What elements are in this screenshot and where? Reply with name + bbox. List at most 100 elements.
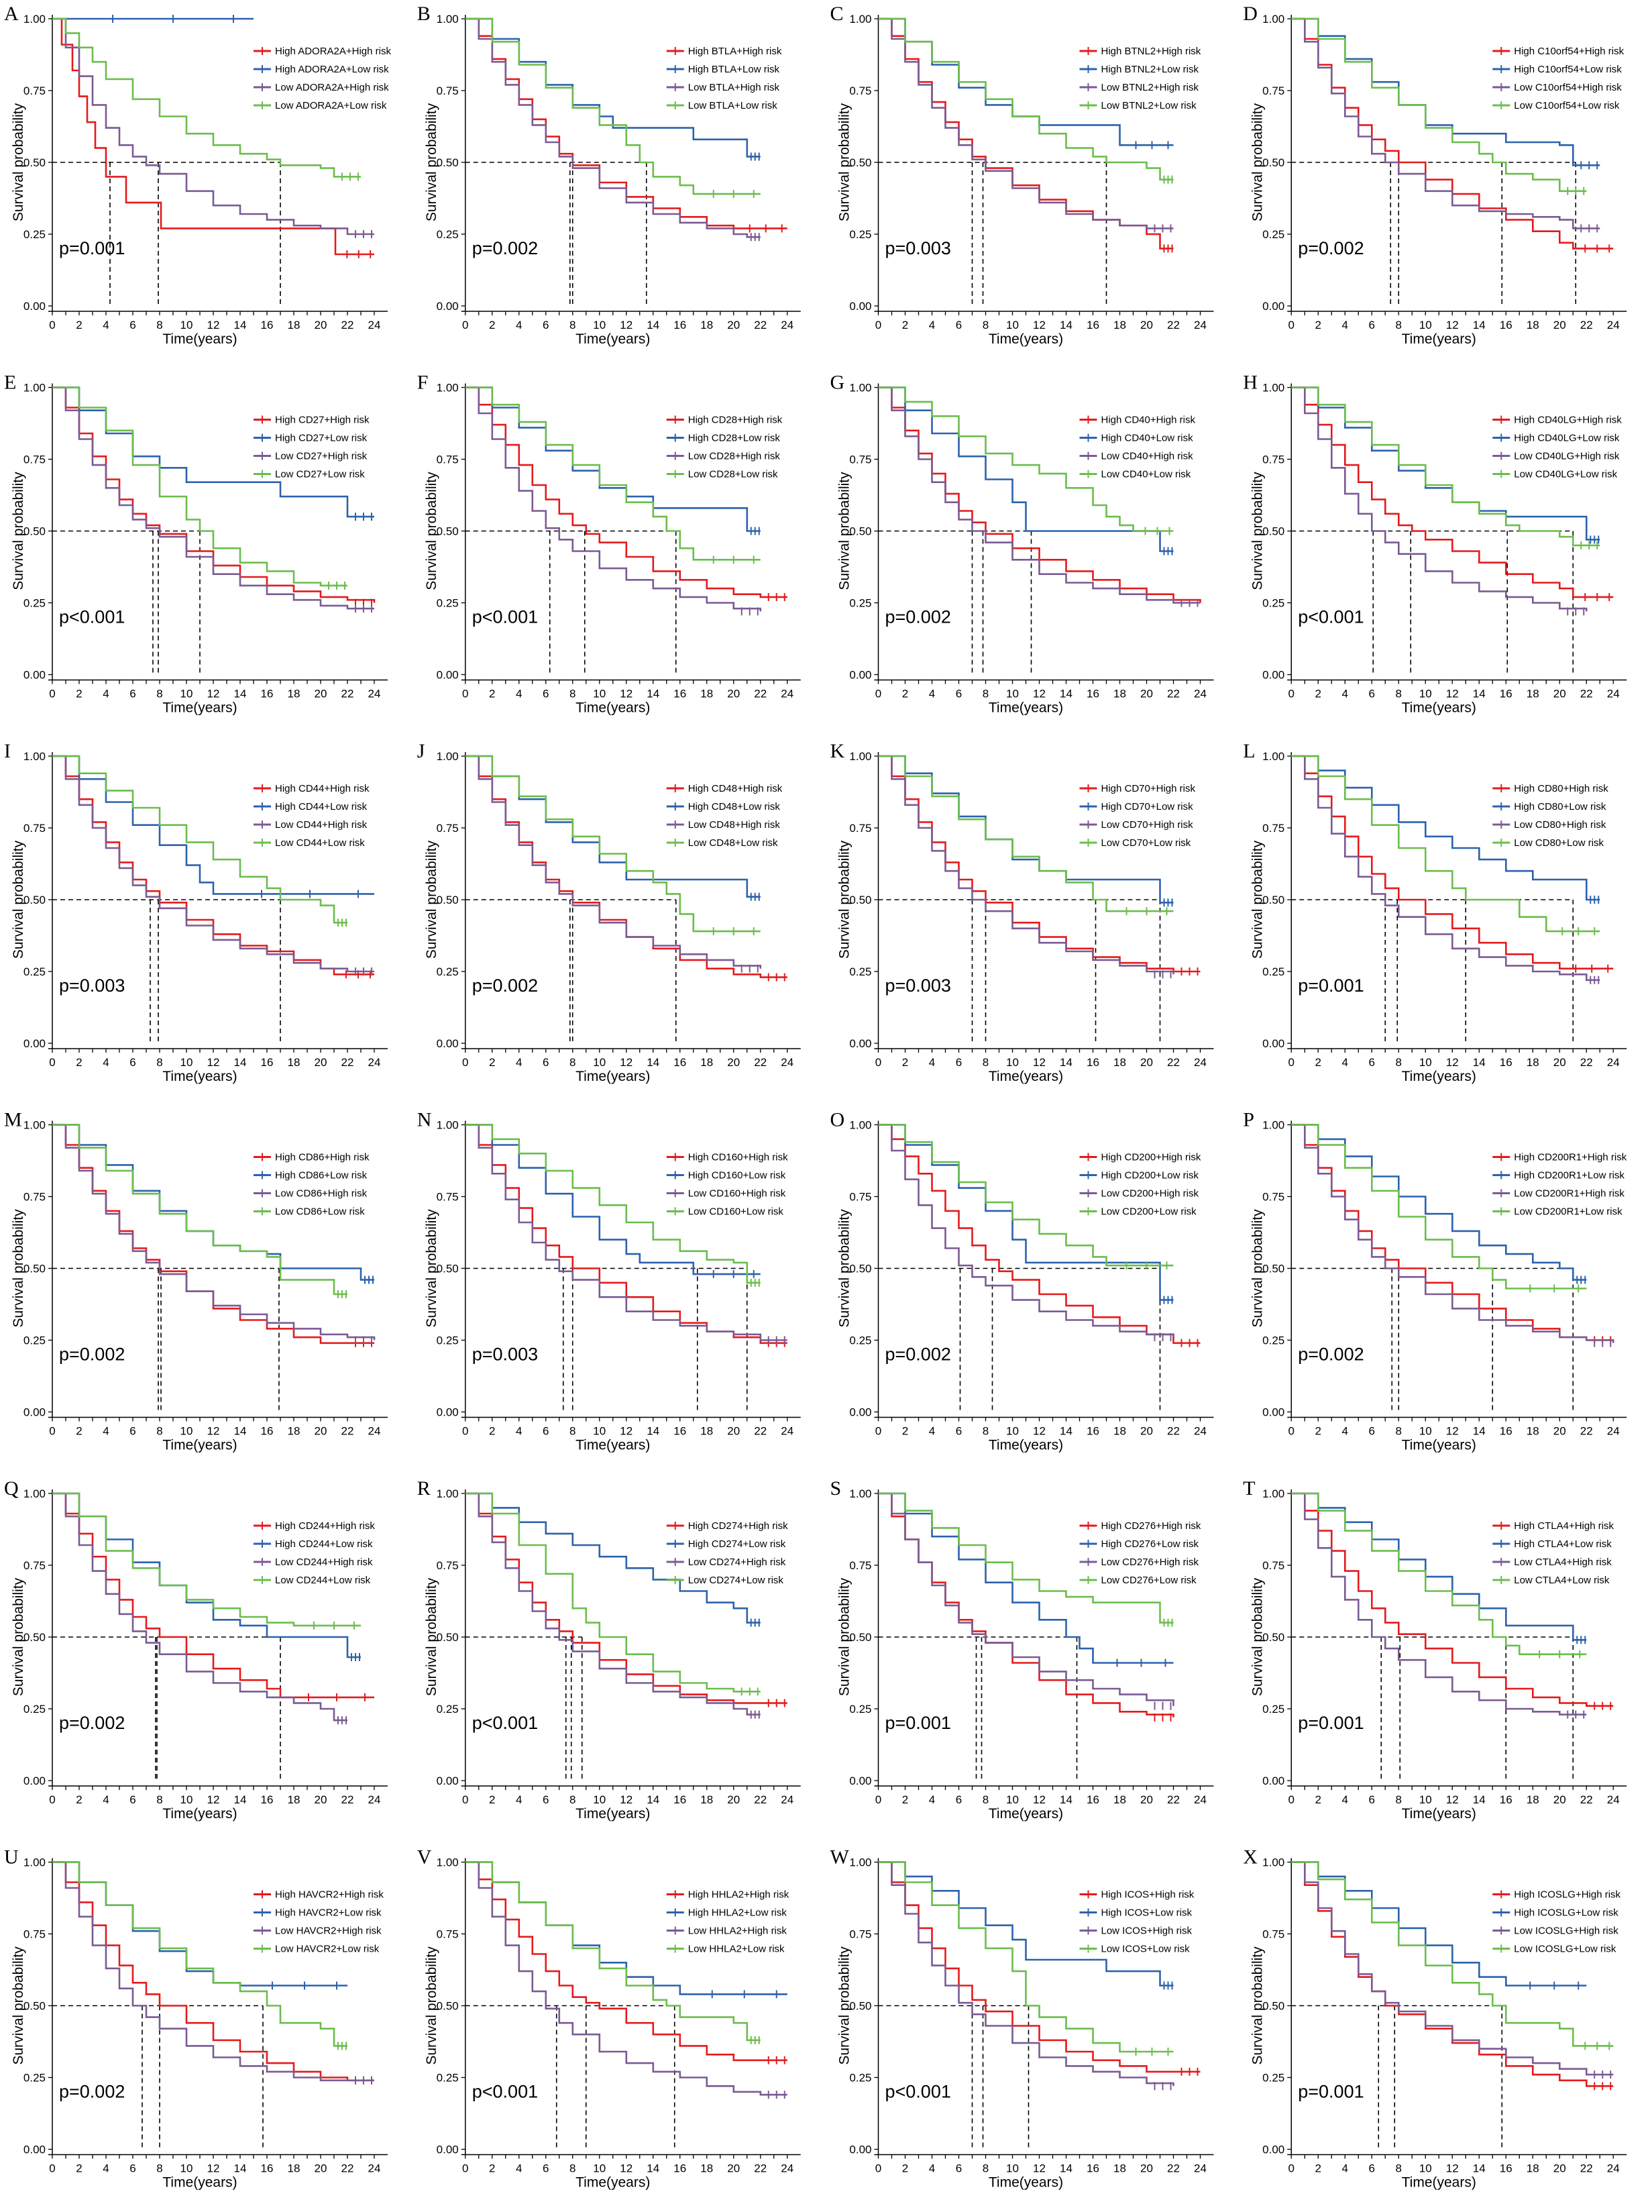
km-curve-series-4	[52, 386, 347, 587]
km-curve-series-4	[1291, 1124, 1587, 1289]
legend-label: Low CD27+Low risk	[275, 469, 365, 480]
km-curve-series-4	[52, 1861, 347, 2047]
x-tick-label: 0	[462, 2162, 468, 2175]
panel-letter: E	[4, 372, 16, 394]
x-tick-label: 10	[593, 688, 606, 700]
legend-label: Low CD274+High risk	[688, 1557, 786, 1568]
km-curve-series-4	[465, 755, 761, 933]
x-tick-label: 6	[1369, 1425, 1375, 1438]
km-curve-series-3	[1291, 1124, 1614, 1343]
x-tick-label: 4	[516, 688, 522, 700]
x-tick-label: 12	[207, 2162, 220, 2175]
x-tick-label: 22	[1167, 1056, 1180, 1069]
y-tick-label: 0.75	[849, 85, 871, 97]
p-value: p<0.001	[1298, 607, 1364, 627]
legend-label: High BTNL2+Low risk	[1101, 64, 1199, 75]
x-tick-label: 20	[315, 1056, 327, 1069]
y-tick-label: 0.50	[1262, 525, 1284, 538]
x-tick-label: 0	[875, 1793, 881, 1806]
y-tick-label: 0.25	[1262, 1334, 1284, 1347]
legend-label: Low ICOS+Low risk	[1101, 1944, 1191, 1955]
y-tick-label: 0.25	[849, 1703, 871, 1716]
x-axis-title: Time(years)	[1402, 1438, 1476, 1453]
x-axis-title: Time(years)	[989, 700, 1063, 716]
x-tick-label: 12	[207, 1056, 220, 1069]
x-tick-label: 2	[76, 1425, 82, 1438]
x-tick-label: 8	[983, 1056, 989, 1069]
x-tick-label: 14	[234, 2162, 247, 2175]
x-tick-label: 18	[700, 2162, 713, 2175]
x-tick-label: 6	[956, 1793, 962, 1806]
legend-label: High CD27+Low risk	[275, 433, 368, 444]
km-curve-series-4	[878, 17, 1174, 180]
p-value: p=0.001	[1298, 976, 1364, 996]
p-value: p=0.003	[885, 238, 951, 258]
x-tick-label: 2	[489, 2162, 495, 2175]
p-value: p=0.002	[59, 2081, 125, 2101]
x-tick-label: 22	[754, 1425, 767, 1438]
x-tick-label: 14	[1060, 2162, 1072, 2175]
legend-label: High ICOS+Low risk	[1101, 1907, 1193, 1919]
x-tick-label: 20	[727, 2162, 740, 2175]
x-tick-label: 18	[1527, 319, 1539, 331]
x-tick-label: 24	[1607, 1425, 1620, 1438]
x-tick-label: 4	[103, 319, 109, 331]
y-tick-label: 0.00	[23, 1775, 46, 1787]
legend-label: Low CD40+Low risk	[1101, 469, 1191, 480]
p-value: p=0.003	[472, 1344, 538, 1364]
x-tick-label: 16	[1500, 1793, 1512, 1806]
x-tick-label: 20	[727, 319, 740, 331]
x-tick-label: 20	[315, 319, 327, 331]
y-tick-label: 0.00	[437, 2144, 459, 2156]
y-tick-label: 1.00	[23, 382, 46, 394]
x-tick-label: 22	[754, 319, 767, 331]
y-axis-title: Survival probability	[11, 1209, 26, 1328]
x-tick-label: 6	[543, 688, 549, 700]
x-tick-label: 4	[1342, 1425, 1348, 1438]
x-tick-label: 12	[207, 1425, 220, 1438]
x-tick-label: 16	[261, 319, 274, 331]
x-tick-label: 16	[261, 2162, 274, 2175]
panel-f: F0.000.250.500.751.000 2 4 6 8 10 12 14 16 18 20 22…	[417, 372, 801, 716]
x-tick-label: 12	[620, 319, 632, 331]
y-axis-title: Survival probability	[11, 840, 26, 959]
x-tick-label: 0	[1288, 1425, 1295, 1438]
legend-label: Low HHLA2+High risk	[688, 1926, 787, 1937]
km-curve-series-3	[52, 1861, 374, 2082]
y-tick-label: 1.00	[849, 750, 871, 763]
x-axis-title: Time(years)	[162, 700, 237, 716]
x-tick-label: 14	[1060, 1056, 1072, 1069]
x-tick-label: 0	[1288, 1056, 1295, 1069]
x-tick-label: 16	[673, 1793, 686, 1806]
x-tick-label: 12	[1033, 1793, 1046, 1806]
y-tick-label: 0.75	[1262, 85, 1284, 97]
km-curve-series-3	[465, 1861, 787, 2096]
y-tick-label: 0.50	[849, 1263, 871, 1275]
legend-label: Low CD48+High risk	[688, 819, 781, 831]
y-tick-label: 0.25	[437, 597, 459, 610]
legend-label: Low ICOS+High risk	[1101, 1926, 1193, 1937]
x-tick-label: 16	[1087, 2162, 1099, 2175]
y-axis-title: Survival probability	[1250, 1577, 1265, 1696]
x-tick-label: 10	[180, 319, 193, 331]
y-tick-label: 1.00	[437, 382, 459, 394]
legend-label: Low CD70+High risk	[1101, 819, 1194, 831]
x-tick-label: 4	[929, 1425, 935, 1438]
km-curve-series-2	[878, 1124, 1174, 1301]
y-tick-label: 0.75	[437, 85, 459, 97]
x-tick-label: 22	[1580, 2162, 1593, 2175]
p-value: p=0.002	[472, 238, 538, 258]
y-tick-label: 0.75	[849, 1928, 871, 1941]
x-tick-label: 8	[569, 319, 575, 331]
p-value: p=0.002	[472, 976, 538, 996]
p-value: p=0.003	[59, 976, 125, 996]
x-tick-label: 14	[1473, 1056, 1486, 1069]
x-axis-title: Time(years)	[1402, 2175, 1476, 2191]
x-tick-label: 0	[462, 319, 468, 331]
y-tick-label: 0.75	[437, 454, 459, 466]
x-tick-label: 6	[956, 1425, 962, 1438]
x-tick-label: 8	[569, 1056, 575, 1069]
panel-letter: R	[417, 1477, 431, 1499]
x-tick-label: 16	[1087, 1056, 1099, 1069]
panel-q: Q0.000.250.500.751.000 2 4 6 8 10 12 14 16 18 20 22…	[4, 1477, 388, 1822]
